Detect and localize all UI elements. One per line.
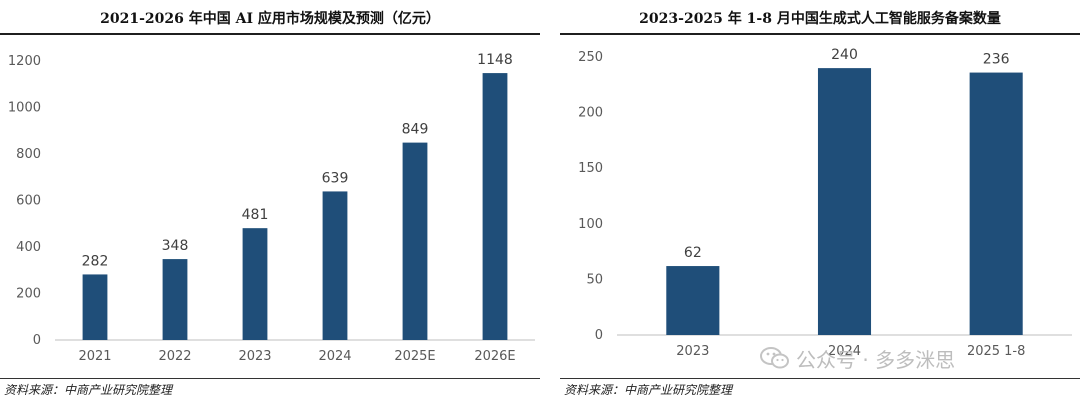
wechat-icon [760, 346, 790, 370]
x-tick-label: 2021 [78, 349, 111, 364]
bar [666, 266, 720, 335]
watermark-text: 公众号 · 多多洣思 [796, 347, 956, 372]
data-label: 1148 [477, 52, 513, 68]
x-tick-label: 2023 [238, 349, 271, 364]
y-tick-label: 800 [16, 147, 41, 162]
y-tick-label: 1000 [8, 101, 41, 116]
y-tick-label: 50 [586, 272, 603, 287]
bar [402, 142, 428, 340]
bar-chart-filings: 0 50 100 150 200 250 62 2023 240 2024 236 2025 1-8 [578, 47, 1072, 359]
bar [322, 191, 348, 340]
x-tick-label: 2025E [394, 349, 435, 364]
data-label: 62 [684, 245, 702, 261]
data-label: 240 [831, 47, 858, 63]
source-divider [0, 378, 540, 379]
data-label: 236 [983, 52, 1010, 68]
x-tick-label: 2022 [158, 349, 191, 364]
x-tick-label: 2024 [318, 349, 351, 364]
data-label: 348 [162, 238, 189, 254]
data-label: 282 [82, 253, 109, 269]
source-note: 资料来源：中商产业研究院整理 [564, 383, 733, 397]
y-tick-label: 200 [578, 106, 603, 121]
chart-panel-filings: 2023-2025 年 1-8 月中国生成式人工智能服务备案数量 0 50 100 1… [560, 0, 1080, 401]
y-tick-label: 200 [16, 287, 41, 302]
title-divider [0, 33, 540, 35]
data-label: 481 [242, 207, 269, 223]
x-tick-label: 2025 1-8 [967, 344, 1025, 359]
bar [482, 73, 508, 340]
y-tick-label: 0 [595, 328, 603, 343]
chart-panel-market-size: 2021-2026 年中国 AI 应用市场规模及预测（亿元） 0 200 400 60… [0, 11, 540, 397]
bar [242, 228, 268, 340]
y-tick-label: 1200 [8, 54, 41, 69]
y-tick-label: 600 [16, 194, 41, 209]
x-tick-label: 2024 [828, 344, 861, 359]
data-label: 849 [402, 122, 429, 138]
bar [817, 68, 872, 335]
y-tick-label: 400 [16, 240, 41, 255]
x-tick-label: 2023 [676, 344, 709, 359]
y-tick-label: 150 [578, 161, 603, 176]
watermark: 公众号 · 多多洣思 [760, 343, 955, 373]
bar-chart-market-size: 0 200 400 600 800 1000 1200 282 2021 348 2022 481 20… [8, 52, 535, 364]
title-divider [560, 33, 1080, 35]
bar [162, 259, 188, 340]
bar [82, 274, 108, 340]
chart-title: 2023-2025 年 1-8 月中国生成式人工智能服务备案数量 [639, 11, 1001, 27]
y-tick-label: 100 [578, 217, 603, 232]
source-note: 资料来源：中商产业研究院整理 [4, 383, 173, 397]
source-divider [560, 378, 1080, 379]
bar [969, 72, 1023, 336]
y-tick-label: 0 [33, 333, 41, 348]
y-tick-label: 250 [578, 50, 603, 65]
data-label: 639 [322, 170, 349, 186]
chart-title: 2021-2026 年中国 AI 应用市场规模及预测（亿元） [100, 11, 440, 27]
x-tick-label: 2026E [474, 349, 515, 364]
